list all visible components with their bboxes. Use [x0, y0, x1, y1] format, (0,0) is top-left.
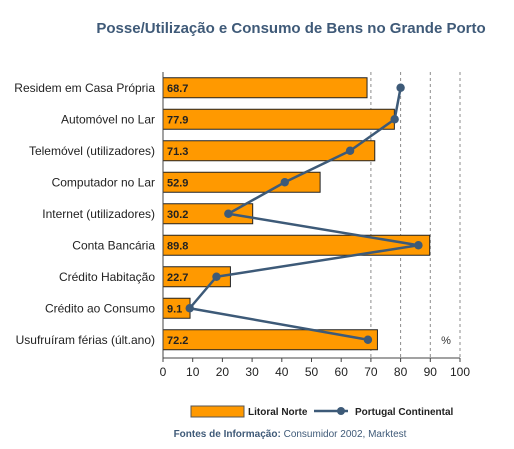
bar	[162, 234, 431, 256]
category-label: Telemóvel (utilizadores)	[29, 144, 155, 158]
bar-value-label: 9.1	[167, 303, 182, 315]
unit-label: %	[441, 335, 451, 347]
bar-value-label: 52.9	[167, 177, 188, 189]
x-tick-label: 20	[216, 365, 230, 379]
legend: Litoral Norte Portugal Continental	[190, 405, 454, 418]
category-label: Crédito Habitação	[59, 270, 155, 284]
bar-value-label: 72.2	[167, 335, 188, 347]
x-tick-label: 50	[305, 365, 319, 379]
bar-value-labels: 68.7 77.9 71.3 52.9 30.2 89.8 22.7 9.1 72.2	[167, 83, 188, 347]
line-point	[414, 241, 423, 250]
category-label: Automóvel no Lar	[61, 112, 155, 126]
line-point	[363, 335, 373, 344]
legend-swatch-bar	[190, 405, 245, 418]
x-tick-label: 30	[245, 365, 259, 379]
x-tick-label: 0	[160, 365, 167, 379]
legend-label-bar: Litoral Norte	[248, 407, 308, 418]
bar	[162, 108, 395, 130]
bar	[162, 329, 378, 351]
bars	[162, 77, 431, 351]
category-labels: Residem em Casa Própria Automóvel no Lar T…	[14, 81, 155, 347]
bar-value-label: 71.3	[167, 146, 188, 158]
legend-label-line: Portugal Continental	[355, 407, 454, 418]
line-point	[396, 83, 405, 92]
line-point	[224, 209, 233, 218]
source-note: Fontes de Informação: Consumidor 2002, M…	[174, 429, 407, 440]
bar-value-label: 89.8	[167, 240, 188, 252]
category-label: Residem em Casa Própria	[14, 81, 155, 95]
x-tick-label: 40	[275, 365, 289, 379]
bar-value-label: 77.9	[167, 114, 188, 126]
x-tick-label: 10	[186, 365, 200, 379]
category-label: Conta Bancária	[72, 238, 155, 252]
line-point	[185, 304, 194, 313]
bar-value-label: 30.2	[167, 209, 188, 221]
bar	[162, 77, 368, 99]
legend-marker	[337, 407, 345, 415]
chart-title: Posse/Utilização e Consumo de Bens no Gr…	[96, 20, 485, 37]
category-label: Crédito ao Consumo	[45, 301, 155, 315]
line-series	[185, 83, 423, 344]
line-point	[390, 115, 399, 124]
x-tick-label: 80	[394, 365, 408, 379]
bar-value-label: 68.7	[167, 83, 188, 95]
x-tick-label: 90	[424, 365, 438, 379]
category-label: Computador no Lar	[52, 175, 155, 189]
bar-value-label: 22.7	[167, 272, 188, 284]
line-point	[212, 272, 221, 281]
category-label: Usufruíram férias (últ.ano)	[16, 333, 155, 347]
line-point	[345, 146, 355, 155]
x-axis: 0 10 20 30 40 50 60 70 80 90 100	[160, 72, 470, 379]
x-tick-label: 70	[364, 365, 378, 379]
bar	[162, 140, 376, 162]
category-label: Internet (utilizadores)	[42, 207, 155, 221]
line-point	[280, 178, 289, 187]
x-tick-label: 60	[335, 365, 349, 379]
source-label: Fontes de Informação:	[174, 429, 281, 440]
x-tick-label: 100	[450, 365, 470, 379]
source-text: Consumidor 2002, Marktest	[281, 429, 407, 440]
